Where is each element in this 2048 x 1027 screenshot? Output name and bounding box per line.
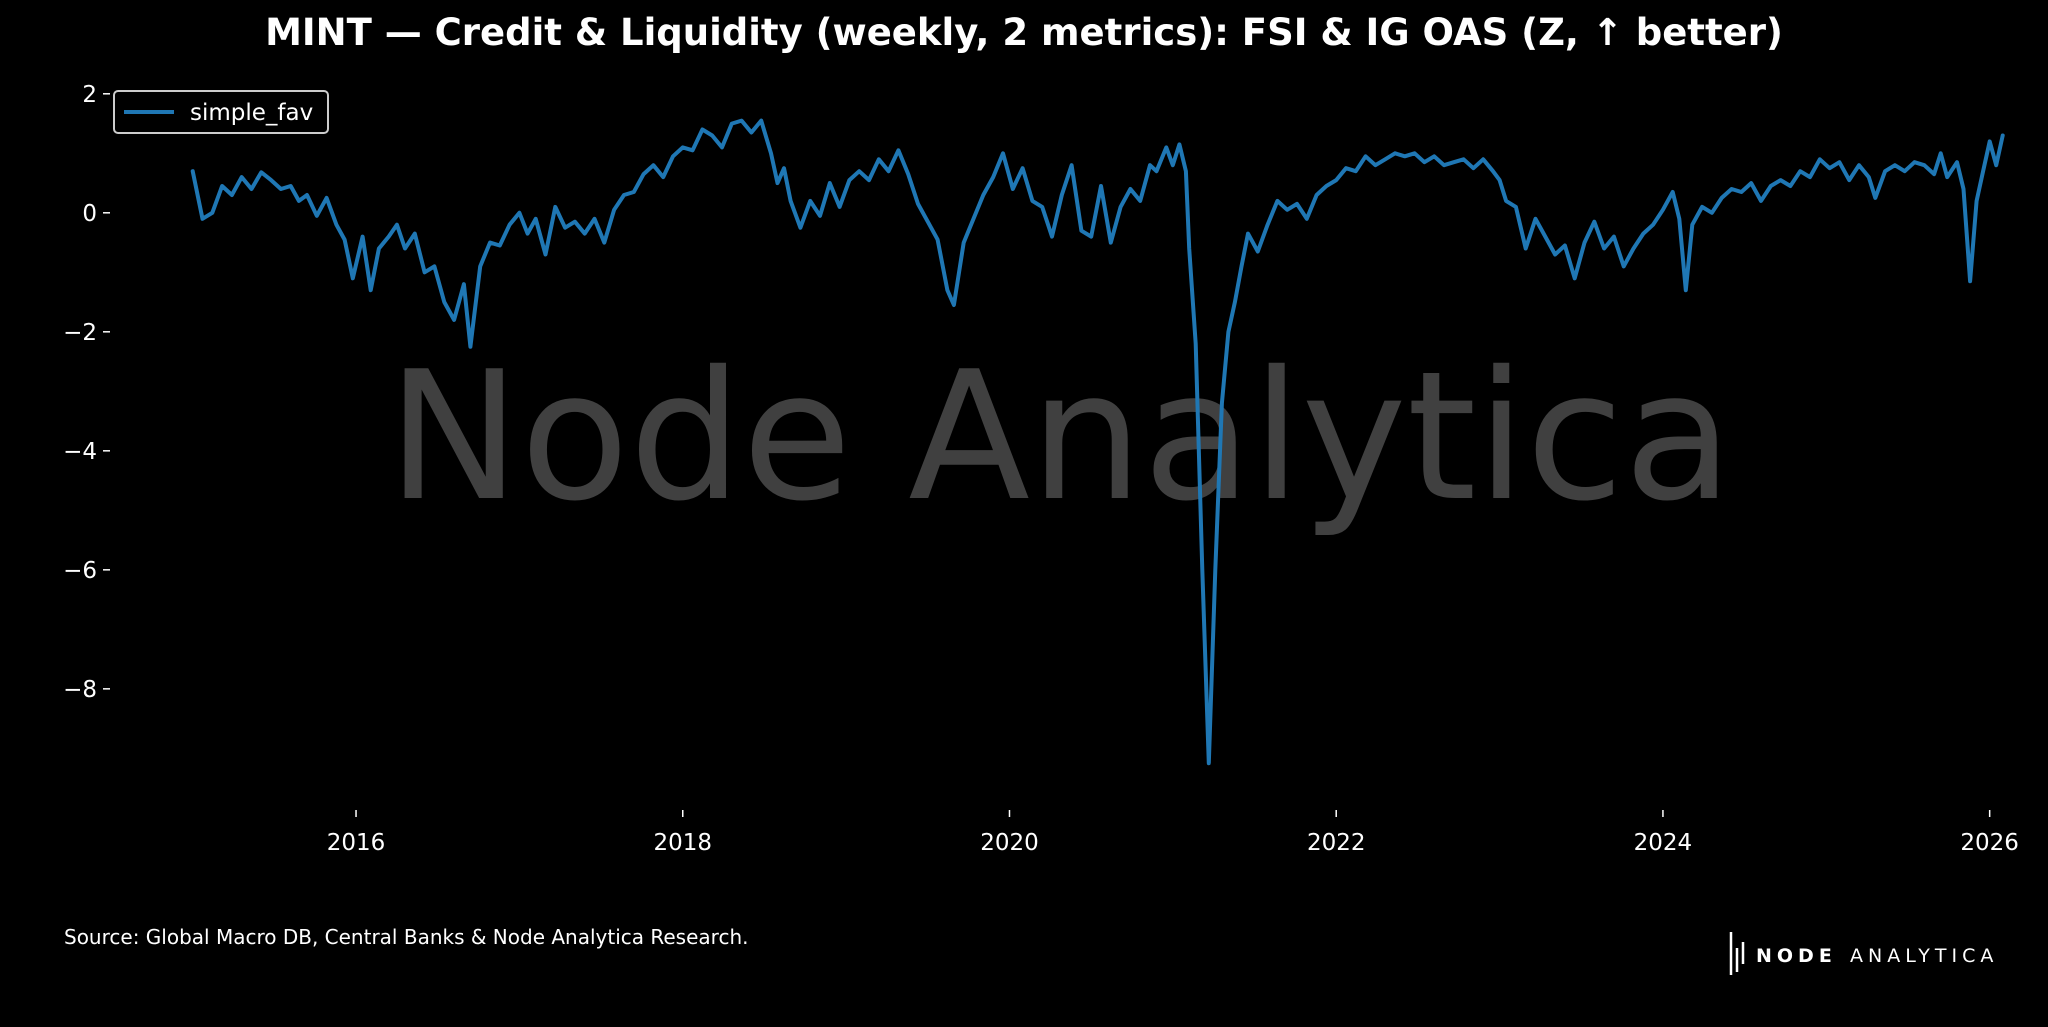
x-tick-label: 2026 [1960, 830, 2019, 856]
brand-name-bold: NODE [1756, 945, 1837, 967]
source-text: Source: Global Macro DB, Central Banks &… [64, 925, 748, 949]
x-tick-label: 2018 [653, 830, 712, 856]
y-tick-label: −6 [63, 558, 97, 584]
x-tick-label: 2016 [327, 830, 386, 856]
legend: simple_fav [113, 90, 329, 134]
x-tick-label: 2022 [1307, 830, 1366, 856]
watermark-text: Node Analytica [387, 333, 1733, 540]
y-tick-label: −4 [63, 439, 97, 465]
y-axis: 2 0 −2 −4 −6 −8 [63, 82, 110, 703]
y-tick-label: 2 [82, 82, 97, 108]
x-tick-label: 2024 [1634, 830, 1693, 856]
y-tick-label: −2 [63, 320, 97, 346]
y-tick-label: −8 [63, 677, 97, 703]
legend-label: simple_fav [190, 100, 313, 126]
chart-title: MINT — Credit & Liquidity (weekly, 2 met… [265, 11, 1783, 54]
y-tick-label: 0 [82, 201, 97, 227]
x-axis: 2016 2018 2020 2022 2024 2026 [327, 810, 2019, 856]
x-tick-label: 2020 [980, 830, 1039, 856]
brand-logo: NODE ANALYTICA [1729, 932, 1998, 975]
series-line-simple_fav [190, 118, 2005, 766]
brand-name-light: ANALYTICA [1850, 945, 1998, 967]
legend-box [113, 90, 329, 134]
